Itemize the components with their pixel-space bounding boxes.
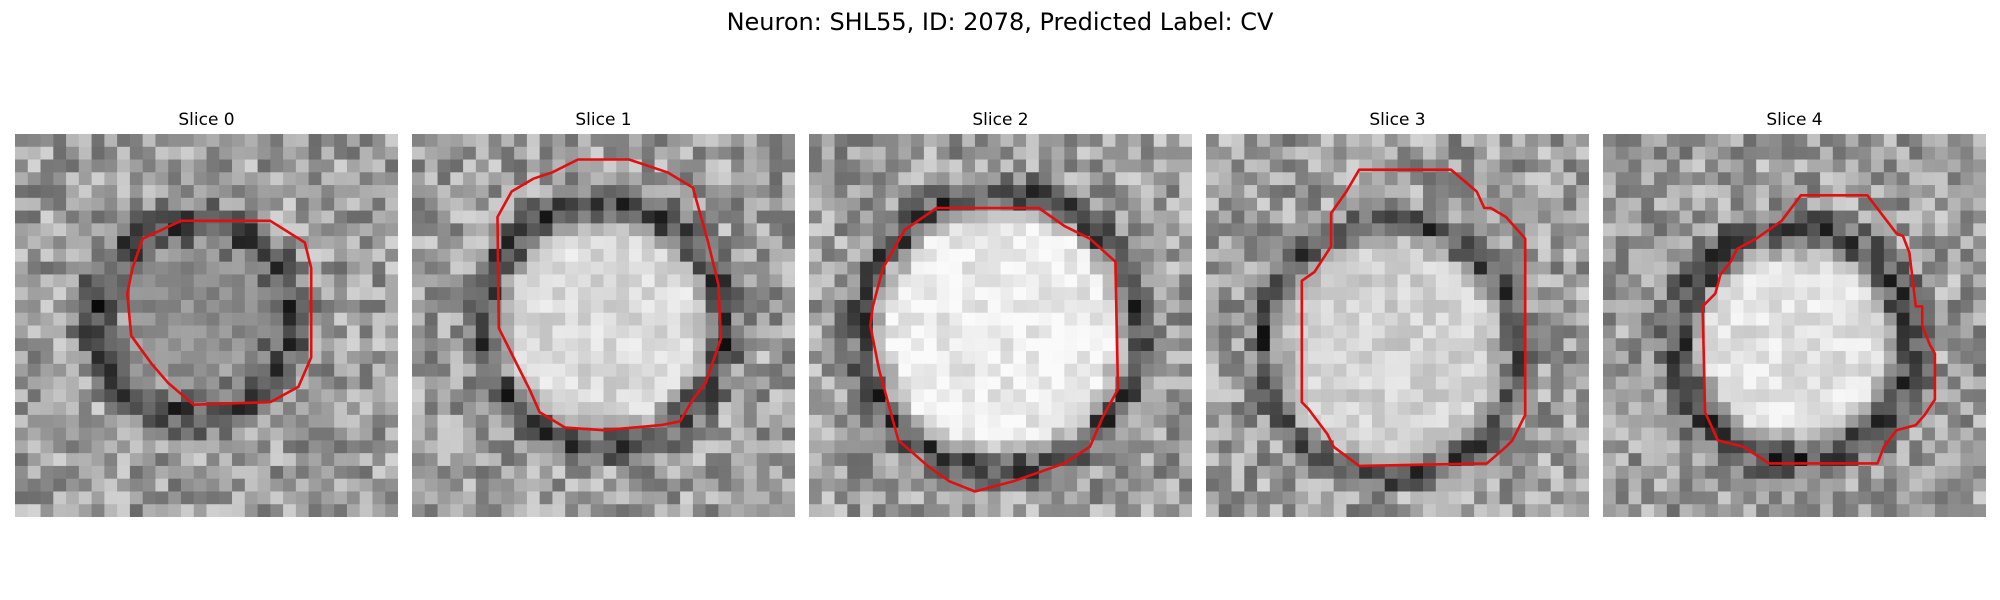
- slice-panel-3: Slice 3: [1206, 108, 1589, 517]
- slice-title: Slice 2: [972, 110, 1029, 130]
- slice-title: Slice 0: [178, 110, 235, 130]
- slice-panel-1: Slice 1: [412, 108, 795, 517]
- slice-panel-0: Slice 0: [15, 108, 398, 517]
- slice-panel-4: Slice 4: [1603, 108, 1986, 517]
- slice-title: Slice 4: [1766, 110, 1823, 130]
- slice-title: Slice 3: [1369, 110, 1426, 130]
- segmentation-contour: [1300, 168, 1527, 468]
- microscopy-pixels: [809, 134, 1192, 517]
- slice-image: [412, 134, 795, 517]
- slice-panel-2: Slice 2: [809, 108, 1192, 517]
- slice-image: [15, 134, 398, 517]
- figure-title: Neuron: SHL55, ID: 2078, Predicted Label…: [726, 8, 1274, 36]
- segmentation-contour: [126, 219, 313, 407]
- microscopy-pixels: [412, 134, 795, 517]
- segmentation-contour: [496, 158, 723, 432]
- slice-image: [1603, 134, 1986, 517]
- microscopy-pixels: [1603, 134, 1986, 517]
- microscopy-pixels: [1206, 134, 1589, 517]
- segmentation-contour: [1701, 193, 1937, 465]
- slice-image: [1206, 134, 1589, 517]
- slice-title: Slice 1: [575, 110, 632, 130]
- microscopy-pixels: [15, 134, 398, 517]
- segmentation-contour: [868, 206, 1120, 493]
- slice-image: [809, 134, 1192, 517]
